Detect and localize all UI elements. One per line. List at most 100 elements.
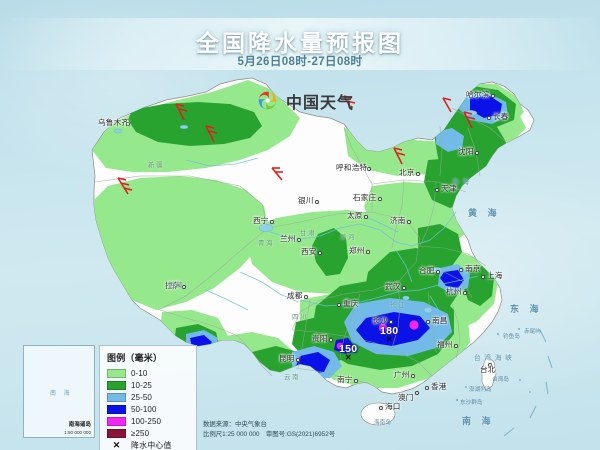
city-label-海口: 海口 bbox=[385, 402, 401, 411]
city-dot bbox=[318, 251, 322, 255]
legend-label: 10-25 bbox=[131, 380, 152, 390]
city-dot bbox=[475, 151, 479, 155]
city-dot bbox=[296, 358, 300, 362]
city-dot bbox=[366, 250, 370, 254]
city-label-呼和浩特: 呼和浩特 bbox=[336, 163, 368, 172]
legend-label-precip-center: 降水中心值 bbox=[131, 440, 172, 450]
precip-center-value: 150 bbox=[339, 343, 358, 355]
city-dot bbox=[463, 291, 467, 295]
city-label-台北: 台北 bbox=[480, 365, 496, 374]
legend-label: ≥250 bbox=[131, 428, 150, 438]
city-label-昆明: 昆明 bbox=[279, 354, 295, 363]
province-label-西藏: 西 藏 bbox=[168, 282, 183, 289]
city-label-贵阳: 贵阳 bbox=[312, 334, 328, 343]
province-label-黄河: 黄 河 bbox=[340, 234, 355, 241]
inset-scale: 1:50 000 000 bbox=[64, 430, 91, 435]
city-label-合肥: 合肥 bbox=[419, 266, 435, 275]
city-label-长沙: 长沙 bbox=[372, 316, 388, 325]
city-label-成都: 成都 bbox=[287, 291, 303, 300]
city-label-澳门: 澳门 bbox=[398, 393, 414, 402]
island-label-赤尾屿: 赤尾屿 bbox=[524, 329, 541, 335]
rivers bbox=[185, 157, 479, 329]
precip-center-value: 180 bbox=[380, 325, 399, 337]
sea-label-台湾海峡: 台 湾 海 峡 bbox=[474, 355, 513, 362]
precip-center-x-icon: ✕ bbox=[112, 439, 121, 450]
city-label-乌鲁木齐: 乌鲁木齐 bbox=[98, 118, 130, 127]
city-label-郑州: 郑州 bbox=[349, 246, 365, 255]
logo-text: 中国天气 bbox=[286, 94, 355, 112]
legend-row-50-100: 50-100 bbox=[107, 403, 190, 415]
legend-swatch bbox=[107, 428, 126, 438]
city-dot bbox=[487, 116, 491, 120]
island-label-海南岛: 海南岛 bbox=[374, 420, 391, 426]
city-label-福州: 福州 bbox=[437, 340, 453, 349]
city-dot bbox=[411, 374, 415, 378]
city-label-长春: 长春 bbox=[493, 112, 509, 121]
island-label-钓鱼岛: 钓鱼岛 bbox=[503, 334, 520, 340]
legend-panel: 图例（毫米） 0-10 10-25 25-50 50-100 100-250 ≥250 ✕… bbox=[99, 345, 197, 450]
province-label-青海: 青 海 bbox=[258, 240, 273, 247]
city-label-兰州: 兰州 bbox=[280, 234, 296, 243]
legend-label: 0-10 bbox=[131, 368, 148, 378]
city-label-太原: 太原 bbox=[347, 211, 363, 220]
city-label-西宁: 西宁 bbox=[253, 216, 269, 225]
legend-swatch bbox=[107, 392, 126, 402]
legend-row-100-250: 100-250 bbox=[107, 415, 190, 427]
city-dot bbox=[481, 275, 485, 279]
city-label-哈尔滨: 哈尔滨 bbox=[466, 90, 490, 99]
precip-center-x-icon: ✕ bbox=[385, 334, 393, 344]
inset-sea-label: 南 海 bbox=[50, 391, 73, 397]
legend-label: 25-50 bbox=[131, 392, 152, 402]
city-dot bbox=[367, 167, 371, 171]
city-label-南京: 南京 bbox=[465, 264, 481, 273]
legend-swatch bbox=[107, 368, 126, 378]
city-dot bbox=[402, 286, 406, 290]
city-dot bbox=[435, 188, 439, 192]
city-dot bbox=[436, 270, 440, 274]
page-title: 全国降水量预报图 bbox=[196, 30, 404, 56]
city-label-济南: 济南 bbox=[390, 216, 406, 225]
city-label-重庆: 重庆 bbox=[343, 299, 359, 308]
province-label-云南: 云 南 bbox=[284, 374, 299, 381]
legend-swatch bbox=[107, 416, 126, 426]
island-label-东沙群岛: 东沙群岛 bbox=[460, 400, 483, 406]
city-dot bbox=[425, 386, 429, 390]
city-dot bbox=[415, 391, 419, 395]
city-dot bbox=[407, 220, 411, 224]
city-dot bbox=[488, 363, 492, 367]
city-dot bbox=[304, 295, 308, 299]
city-dot bbox=[491, 94, 495, 98]
legend-row-0-10: 0-10 bbox=[107, 367, 190, 379]
legend-label: 50-100 bbox=[131, 404, 157, 414]
city-label-沈阳: 沈阳 bbox=[458, 147, 474, 156]
city-dot bbox=[364, 215, 368, 219]
legend-row-10-25: 10-25 bbox=[107, 379, 190, 391]
city-dot bbox=[459, 268, 463, 272]
city-dot bbox=[270, 220, 274, 224]
province-label-新疆: 新 疆 bbox=[148, 162, 163, 169]
city-label-石家庄: 石家庄 bbox=[353, 193, 377, 202]
city-dot bbox=[354, 379, 358, 383]
sea-label-南海: 南 海 bbox=[462, 416, 495, 426]
forecast-period: 5月26日08时-27日08时 bbox=[237, 56, 363, 68]
data-source-credit: 数据来源：中央气象台 bbox=[203, 421, 267, 428]
city-dot bbox=[416, 172, 420, 176]
precip-center-x-icon: ✕ bbox=[344, 352, 352, 362]
island-label-澎湖列岛: 澎湖列岛 bbox=[469, 387, 492, 393]
city-label-银川: 银川 bbox=[298, 196, 314, 205]
city-label-南昌: 南昌 bbox=[432, 316, 448, 325]
china-weather-logo-icon bbox=[258, 91, 277, 110]
city-dot bbox=[315, 200, 319, 204]
island-label-台湾岛: 台湾岛 bbox=[492, 377, 509, 383]
city-label-香港: 香港 bbox=[431, 382, 447, 391]
city-dot bbox=[454, 344, 458, 348]
city-dot bbox=[297, 238, 301, 242]
precipitation-bands bbox=[92, 80, 526, 388]
province-label-四川: 四 川 bbox=[292, 314, 307, 321]
city-dot bbox=[378, 197, 382, 201]
city-dot bbox=[379, 406, 383, 410]
city-label-广州: 广州 bbox=[394, 370, 410, 379]
brand-logo: 中国天气 bbox=[255, 88, 354, 113]
legend-title: 图例（毫米） bbox=[107, 353, 163, 363]
